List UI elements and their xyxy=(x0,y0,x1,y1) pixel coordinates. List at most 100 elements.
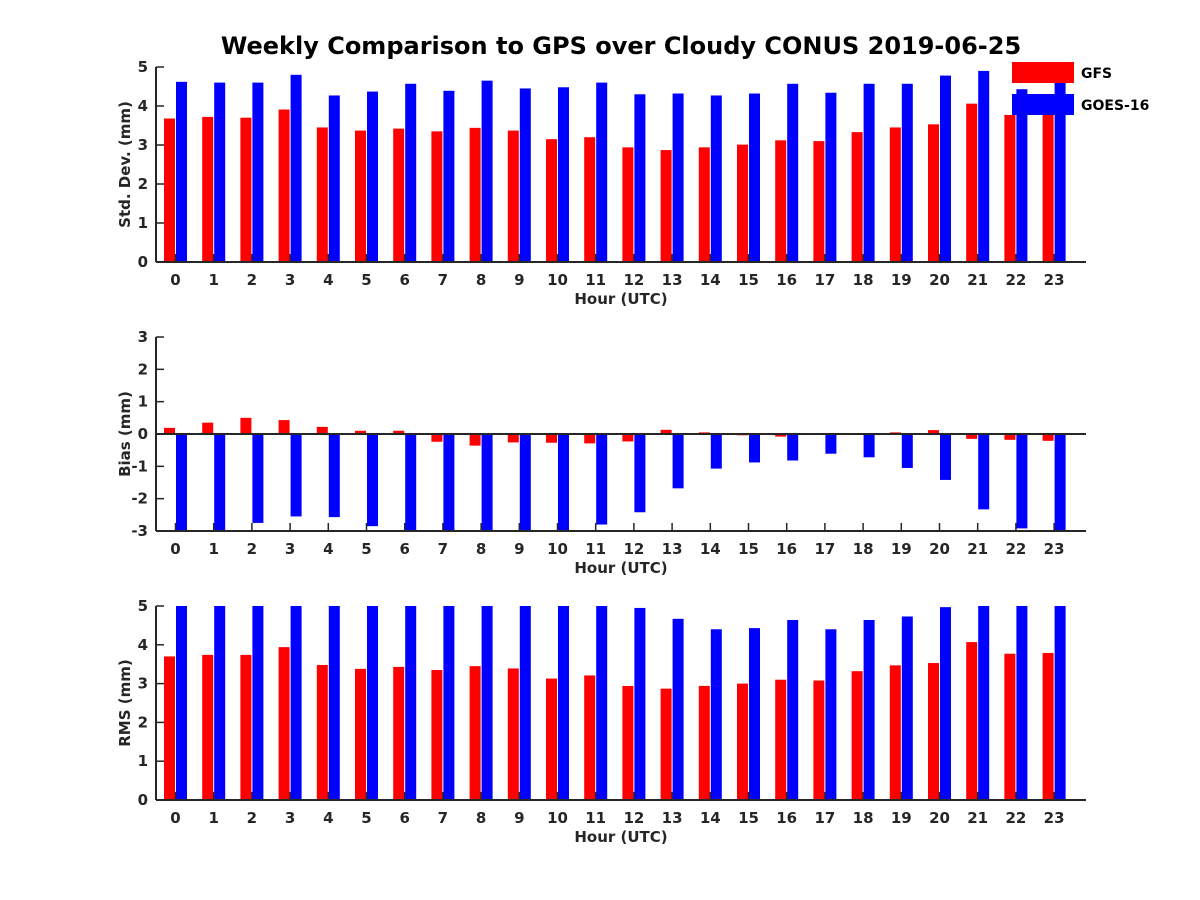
x-tick-label: 16 xyxy=(776,271,797,289)
bar-goes-16-hour-7 xyxy=(443,90,455,262)
bar-goes-16-hour-6 xyxy=(405,83,417,263)
x-tick-label: 20 xyxy=(929,540,950,558)
bar-gfs-hour-21 xyxy=(966,434,978,439)
x-tick-label: 20 xyxy=(929,271,950,289)
y-tick-label: -1 xyxy=(131,457,148,475)
bar-gfs-hour-19 xyxy=(889,665,901,800)
x-tick-label: 3 xyxy=(285,809,295,827)
chart-title: Weekly Comparison to GPS over Cloudy CON… xyxy=(221,32,1021,60)
x-tick-label: 4 xyxy=(323,271,333,289)
bar-goes-16-hour-5 xyxy=(367,434,378,527)
x-tick-label: 12 xyxy=(623,271,644,289)
x-tick-label: 16 xyxy=(776,809,797,827)
bar-gfs-hour-15 xyxy=(737,144,748,262)
bar-gfs-hour-6 xyxy=(393,128,405,262)
bar-goes-16-hour-21 xyxy=(978,434,990,510)
x-tick-label: 13 xyxy=(662,540,683,558)
x-tick-label: 9 xyxy=(514,809,524,827)
y-tick-label: 2 xyxy=(138,713,148,731)
bar-goes-16-hour-18 xyxy=(863,619,875,800)
bar-goes-16-hour-11 xyxy=(596,82,608,262)
bar-gfs-hour-14 xyxy=(698,685,710,800)
bar-gfs-hour-21 xyxy=(966,642,978,800)
x-tick-label: 10 xyxy=(547,809,568,827)
x-tick-label: 13 xyxy=(662,271,683,289)
bar-gfs-hour-2 xyxy=(240,417,252,434)
x-tick-label: 8 xyxy=(476,540,486,558)
bar-goes-16-hour-6 xyxy=(405,606,417,800)
bar-gfs-hour-13 xyxy=(660,150,672,262)
bar-goes-16-hour-0 xyxy=(176,81,187,262)
bar-goes-16-hour-4 xyxy=(328,606,340,800)
x-tick-label: 22 xyxy=(1005,540,1026,558)
bar-gfs-hour-2 xyxy=(240,117,252,262)
bar-gfs-hour-5 xyxy=(355,668,366,800)
bar-gfs-hour-22 xyxy=(1004,434,1016,440)
x-tick-label: 21 xyxy=(967,271,988,289)
bar-gfs-hour-8 xyxy=(469,127,481,262)
bar-gfs-hour-13 xyxy=(660,688,672,800)
bar-gfs-hour-5 xyxy=(355,130,366,262)
bar-gfs-hour-4 xyxy=(316,664,328,800)
x-axis-label: Hour (UTC) xyxy=(574,828,667,846)
x-tick-label: 18 xyxy=(853,540,874,558)
x-tick-label: 0 xyxy=(170,809,180,827)
x-tick-label: 18 xyxy=(853,809,874,827)
bar-gfs-hour-15 xyxy=(737,683,748,800)
bar-goes-16-hour-20 xyxy=(940,75,951,262)
bar-gfs-hour-7 xyxy=(431,131,443,262)
bar-gfs-hour-14 xyxy=(698,147,710,262)
y-tick-label: 1 xyxy=(138,393,148,411)
bar-gfs-hour-9 xyxy=(507,130,519,262)
y-tick-label: 4 xyxy=(138,97,148,115)
bar-gfs-hour-18 xyxy=(851,132,863,262)
bar-goes-16-hour-12 xyxy=(634,607,646,800)
y-tick-label: 2 xyxy=(138,360,148,378)
x-tick-label: 14 xyxy=(700,809,721,827)
bar-goes-16-hour-10 xyxy=(558,87,569,262)
x-tick-label: 8 xyxy=(476,271,486,289)
y-axis-label: Std. Dev. (mm) xyxy=(116,101,134,228)
bar-goes-16-hour-17 xyxy=(825,92,837,263)
bar-goes-16-hour-8 xyxy=(481,606,493,800)
x-tick-label: 1 xyxy=(208,809,218,827)
x-tick-label: 7 xyxy=(438,271,448,289)
bar-gfs-hour-23 xyxy=(1042,434,1054,441)
y-tick-label: 5 xyxy=(138,597,148,615)
bar-gfs-hour-4 xyxy=(316,127,328,262)
x-tick-label: 12 xyxy=(623,809,644,827)
bar-gfs-hour-20 xyxy=(928,430,939,434)
x-tick-label: 22 xyxy=(1005,271,1026,289)
x-tick-label: 5 xyxy=(361,809,371,827)
bar-gfs-hour-16 xyxy=(775,679,787,800)
bar-goes-16-hour-13 xyxy=(672,434,684,489)
x-tick-label: 1 xyxy=(208,271,218,289)
x-tick-label: 12 xyxy=(623,540,644,558)
x-tick-label: 13 xyxy=(662,809,683,827)
bar-gfs-hour-1 xyxy=(202,116,214,262)
bar-goes-16-hour-23 xyxy=(1054,81,1066,262)
bar-gfs-hour-6 xyxy=(393,666,405,800)
x-tick-label: 2 xyxy=(247,271,257,289)
x-tick-label: 19 xyxy=(891,271,912,289)
bar-gfs-hour-21 xyxy=(966,103,978,262)
x-tick-label: 17 xyxy=(814,809,835,827)
x-tick-label: 14 xyxy=(700,271,721,289)
x-tick-label: 17 xyxy=(814,540,835,558)
bar-goes-16-hour-23 xyxy=(1054,434,1066,531)
bar-gfs-hour-0 xyxy=(164,118,175,262)
x-tick-label: 0 xyxy=(170,271,180,289)
bar-goes-16-hour-4 xyxy=(328,95,340,262)
bar-gfs-hour-11 xyxy=(584,137,596,262)
y-axis-label: Bias (mm) xyxy=(116,391,134,477)
bar-goes-16-hour-1 xyxy=(214,606,226,800)
bar-goes-16-hour-1 xyxy=(214,82,226,262)
bar-goes-16-hour-23 xyxy=(1054,606,1066,800)
x-tick-label: 6 xyxy=(399,540,409,558)
bar-goes-16-hour-13 xyxy=(672,618,684,800)
bar-gfs-hour-8 xyxy=(469,434,481,446)
y-tick-label: 0 xyxy=(138,425,148,443)
bar-goes-16-hour-20 xyxy=(940,434,951,480)
bar-goes-16-hour-22 xyxy=(1016,89,1028,262)
